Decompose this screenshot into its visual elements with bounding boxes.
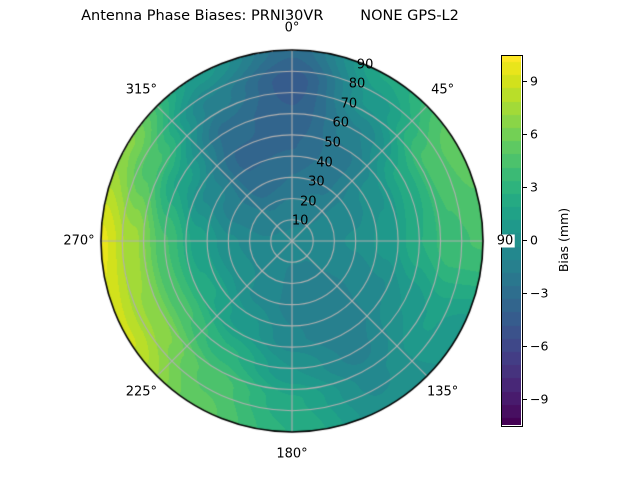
azimuth-tick-label-315: 315°: [125, 82, 158, 98]
azimuth-tick-label-135: 135°: [426, 384, 459, 400]
radial-tick-label-70: 70: [340, 96, 358, 112]
radial-tick-label-60: 60: [332, 115, 349, 131]
azimuth-tick-label-90: 90: [495, 233, 515, 249]
colorbar-tick-mark-2: [522, 292, 527, 294]
colorbar-tick-mark-0: [522, 398, 527, 400]
azimuth-tick-label-225: 225°: [125, 384, 158, 400]
colorbar-tick-label-1: −6: [530, 338, 549, 354]
radial-tick-label-10: 10: [291, 213, 309, 229]
azimuth-tick-label-0: 0°: [284, 20, 300, 36]
colorbar-tick-mark-4: [522, 187, 527, 189]
azimuth-tick-label-180: 180°: [276, 446, 308, 462]
radial-tick-label-20: 20: [299, 194, 317, 210]
colorbar-tick-label-5: 6: [530, 126, 538, 142]
colorbar-tick-label-3: 0: [530, 232, 538, 248]
colorbar-tick-mark-6: [522, 81, 527, 83]
azimuth-tick-label-45: 45°: [431, 82, 455, 98]
colorbar-tick-label-4: 3: [530, 179, 538, 195]
colorbar-tick-label-0: −9: [530, 391, 549, 407]
colorbar-axis-label: Bias (mm): [556, 207, 571, 273]
radial-tick-label-40: 40: [316, 155, 333, 171]
radial-tick-label-80: 80: [348, 76, 366, 92]
colorbar-tick-mark-3: [522, 240, 527, 241]
colorbar-tick-mark-1: [522, 345, 527, 347]
colorbar-tick-label-6: 9: [530, 73, 538, 89]
radial-tick-label-50: 50: [324, 135, 341, 151]
colorbar-tick-label-2: −3: [530, 285, 549, 301]
radial-tick-label-30: 30: [308, 174, 325, 190]
colorbar-tick-mark-5: [522, 134, 527, 136]
radial-tick-label-90: 90: [356, 57, 374, 73]
azimuth-tick-label-270: 270°: [63, 233, 95, 249]
